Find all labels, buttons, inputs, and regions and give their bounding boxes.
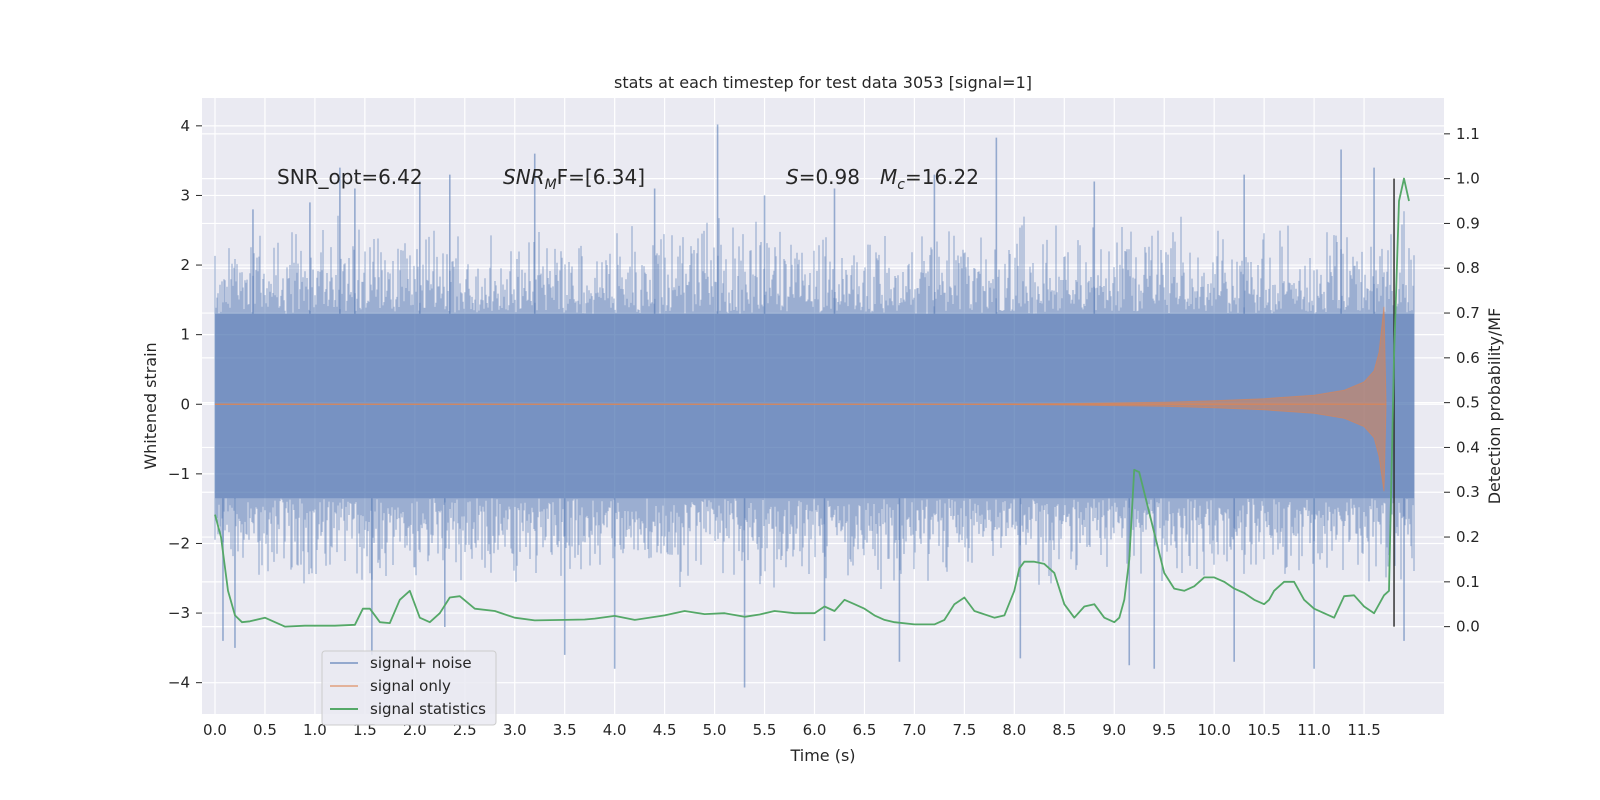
y-right-tick-label: 0.8 — [1456, 259, 1480, 277]
x-tick-label: 5.5 — [753, 721, 777, 739]
x-tick-label: 3.0 — [503, 721, 527, 739]
y-axis-label-right: Detection probability/MF — [1485, 308, 1504, 505]
y-left-tick-label: 4 — [180, 117, 190, 135]
x-tick-label: 8.0 — [1002, 721, 1026, 739]
x-tick-label: 7.5 — [952, 721, 976, 739]
signal-series — [214, 178, 1395, 627]
x-tick-label: 5.0 — [703, 721, 727, 739]
x-tick-label: 4.0 — [603, 721, 627, 739]
annotation-s-value: =0.98 — [799, 165, 860, 189]
y-left-tick-label: −1 — [168, 465, 190, 483]
legend-label-noise: signal+ noise — [370, 654, 472, 672]
x-tick-label: 6.5 — [853, 721, 877, 739]
x-axis-label: Time (s) — [789, 746, 855, 765]
y-axis-label-left: Whitened strain — [141, 342, 160, 469]
y-right-tick-label: 0.1 — [1456, 573, 1480, 591]
annotation-mc-sub: c — [897, 177, 905, 193]
x-tick-label: 10.5 — [1247, 721, 1280, 739]
x-tick-label: 6.0 — [803, 721, 827, 739]
x-tick-label: 9.0 — [1102, 721, 1126, 739]
y-left-tick-label: −3 — [168, 604, 190, 622]
statistics-line — [214, 177, 1410, 628]
legend-label-signal: signal only — [370, 677, 451, 695]
y-left-tick-label: 2 — [180, 256, 190, 274]
y-left-tick-label: 3 — [180, 186, 190, 204]
x-tick-label: 8.5 — [1052, 721, 1076, 739]
annotation-snr-mf-prefix: SNR — [503, 165, 545, 189]
x-tick-label: 11.5 — [1347, 721, 1380, 739]
x-tick-label: 10.0 — [1197, 721, 1230, 739]
annotation-snr-mf-suffix: F=[6.34] — [557, 165, 645, 189]
axes: 0.0 0.5 1.0 1.5 2.0 2.5 3.0 3.5 4.0 4.5 5.0 5.5 6.0 6… — [168, 117, 1480, 739]
annotation-mc-value: =16.22 — [905, 165, 979, 189]
x-tick-label: 0.5 — [253, 721, 277, 739]
x-tick-label: 7.0 — [902, 721, 926, 739]
y-right-tick-label: 0.6 — [1456, 349, 1480, 367]
y-right-tick-label: 1.0 — [1456, 170, 1480, 188]
y-left-tick-label: 0 — [180, 395, 190, 413]
y-right-tick-label: 0.5 — [1456, 394, 1480, 412]
y-right-tick-label: 0.4 — [1456, 438, 1480, 456]
x-tick-label: 0.0 — [203, 721, 227, 739]
y-right-tick-label: 0.3 — [1456, 483, 1480, 501]
x-tick-label: 1.0 — [303, 721, 327, 739]
annotation-snr-mf-sub: M — [545, 177, 557, 193]
y-right-tick-label: 0.0 — [1456, 618, 1480, 636]
y-left-tick-label: 1 — [180, 326, 190, 344]
annotation-s: S=0.98 — [786, 165, 860, 189]
annotation-mc: Mc=16.22 — [880, 165, 979, 193]
x-tick-label: 9.5 — [1152, 721, 1176, 739]
noise-trace — [214, 211, 1415, 589]
x-tick-label: 4.5 — [653, 721, 677, 739]
chart-title: stats at each timestep for test data 305… — [614, 73, 1032, 92]
y-left-tick-label: −2 — [168, 534, 190, 552]
y-right-tick-label: 0.9 — [1456, 214, 1480, 232]
y-right-tick-label: 0.7 — [1456, 304, 1480, 322]
y-right-tick-label: 0.2 — [1456, 528, 1480, 546]
y-right-tick-label: 1.1 — [1456, 125, 1480, 143]
legend: signal+ noise signal only signal statist… — [321, 650, 497, 726]
legend-label-stats: signal statistics — [370, 700, 486, 718]
annotation-mc-label: M — [880, 165, 897, 189]
annotation-snr-opt: SNR_opt=6.42 — [277, 165, 423, 189]
annotation-s-label: S — [786, 165, 799, 189]
y-left-tick-label: −4 — [168, 674, 190, 692]
statistics-series — [214, 177, 1410, 628]
annotation-snr-mf: SNRMF=[6.34] — [503, 165, 645, 193]
legend-box — [321, 650, 497, 726]
x-tick-label: 11.0 — [1297, 721, 1330, 739]
x-tick-label: 3.5 — [553, 721, 577, 739]
